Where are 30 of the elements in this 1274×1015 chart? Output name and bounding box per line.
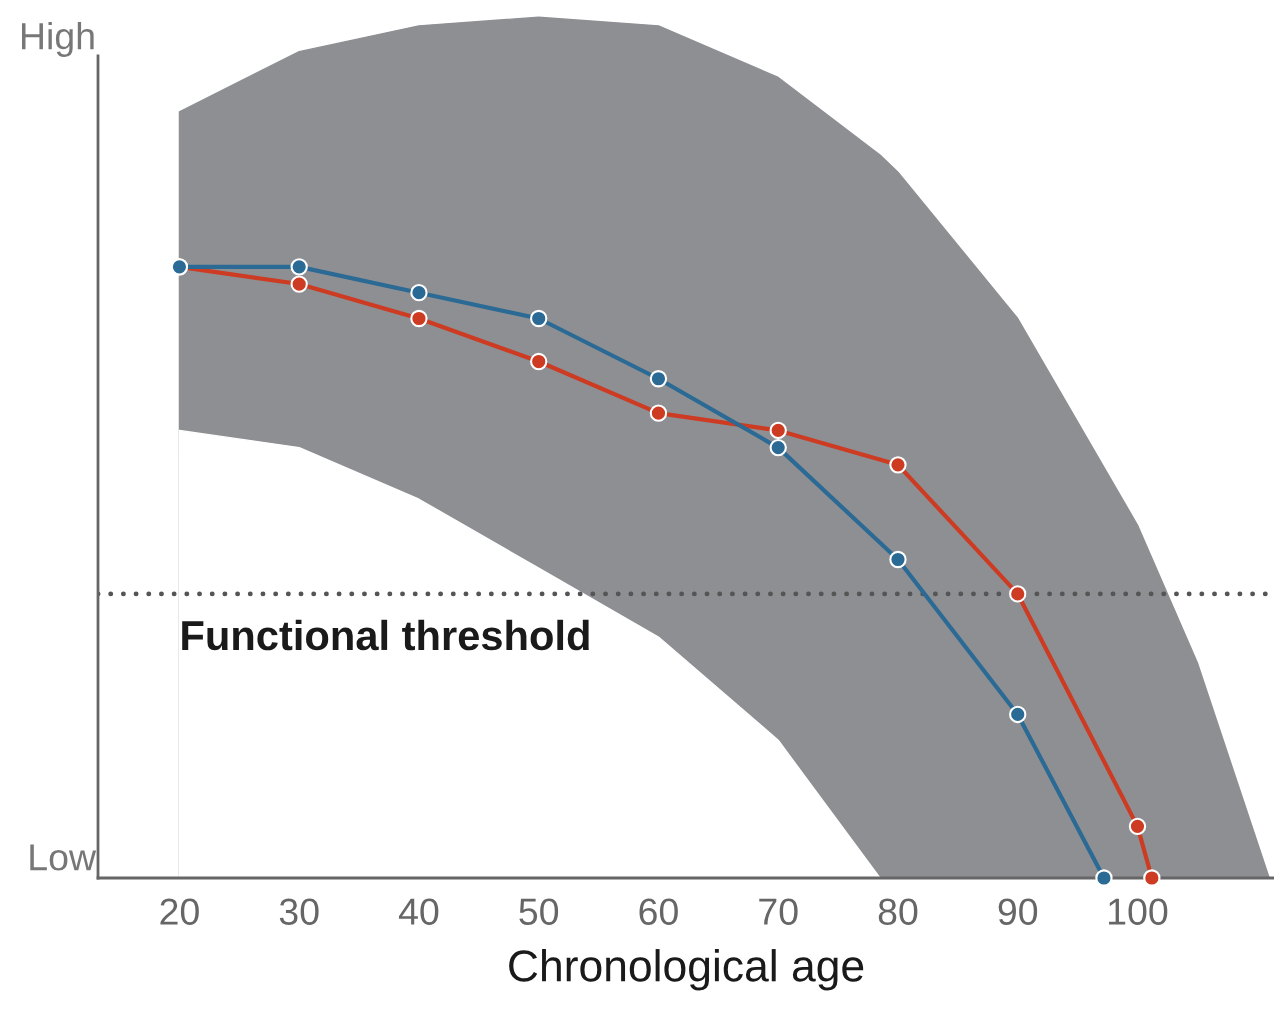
x-tick-label: 80: [878, 898, 918, 925]
text: Low: [30, 844, 97, 871]
point: [889, 550, 907, 569]
point: [1009, 705, 1027, 724]
point: [530, 309, 548, 328]
point: [410, 283, 428, 302]
x-tick-label: 90: [998, 898, 1038, 925]
point: [769, 438, 787, 457]
x-tick-label: 100: [1109, 898, 1168, 925]
point: [530, 352, 548, 371]
x-tick-label: 30: [279, 898, 319, 925]
point: [1095, 869, 1113, 887]
point: [769, 421, 787, 440]
point: [410, 309, 428, 328]
x-tick-label: 70: [759, 898, 798, 925]
point: [290, 258, 308, 276]
text: High: [22, 21, 94, 57]
x-tick-label: 50: [519, 898, 559, 925]
x-tick-label: 20: [160, 898, 199, 925]
point: [1009, 585, 1027, 603]
point: [290, 275, 308, 293]
x-tick-label: 40: [398, 898, 439, 925]
point: [1128, 817, 1147, 836]
point: [889, 456, 907, 474]
x-axis-title: Chronological age: [509, 949, 864, 991]
point: [649, 404, 668, 422]
point: [649, 370, 668, 388]
x-tick-label: 60: [639, 898, 678, 925]
ref-line-label: Functional threshold: [182, 619, 589, 651]
point: [1143, 869, 1161, 887]
